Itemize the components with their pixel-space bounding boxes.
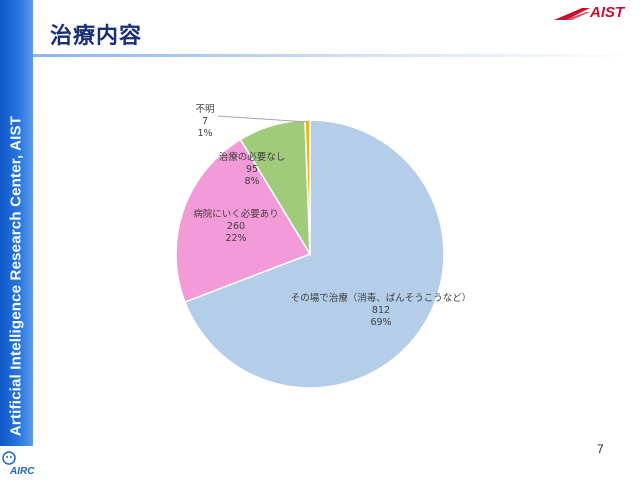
title-divider [33,54,640,57]
slice-percent: 8% [244,176,260,187]
airc-mascot-icon [2,451,16,465]
slice-value: 95 [245,164,259,175]
airc-logo [0,446,33,480]
slice-label-hospital-needed: 病院にいく必要あり 260 22% [176,209,296,245]
slice-label-treated-on-site: その場で治療（消毒、ばんそうこうなど） 812 69% [281,293,481,329]
slice-value: 812 [371,305,391,316]
aist-swoosh-icon [554,8,590,20]
pie-slice-unknown [304,119,311,255]
slice-name: 治療の必要なし [218,152,286,163]
slice-name: 不明 [195,104,215,115]
sidebar-band: Artificial Intelligence Research Center,… [0,0,33,448]
leader-line-unknown [217,115,308,123]
slice-percent: 22% [225,233,247,244]
slice-value: 260 [226,221,246,232]
slice-percent: 1% [197,128,213,139]
aist-logo-text: AIST [590,4,625,21]
slice-label-unknown: 不明 7 1% [190,104,220,140]
page-number: 7 [597,442,604,456]
slice-name: 病院にいく必要あり [193,209,279,220]
slide-title: 治療内容 [50,24,143,49]
pie-slice-hospital-needed [175,138,312,304]
slice-value: 7 [201,116,209,127]
airc-logo-text: AIRC [10,466,35,477]
slice-percent: 69% [370,317,392,328]
slice-label-no-treatment: 治療の必要なし 95 8% [197,152,307,188]
pie-slice-treated-on-site [183,119,445,389]
slice-name: その場で治療（消毒、ばんそうこうなど） [290,293,472,304]
